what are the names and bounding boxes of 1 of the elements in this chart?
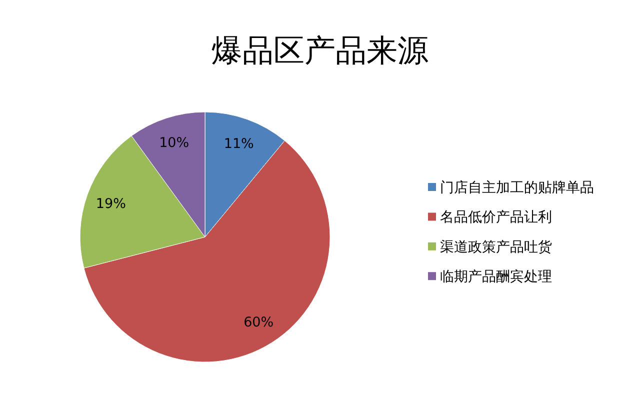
title: 爆品区产品来源 xyxy=(212,33,428,68)
